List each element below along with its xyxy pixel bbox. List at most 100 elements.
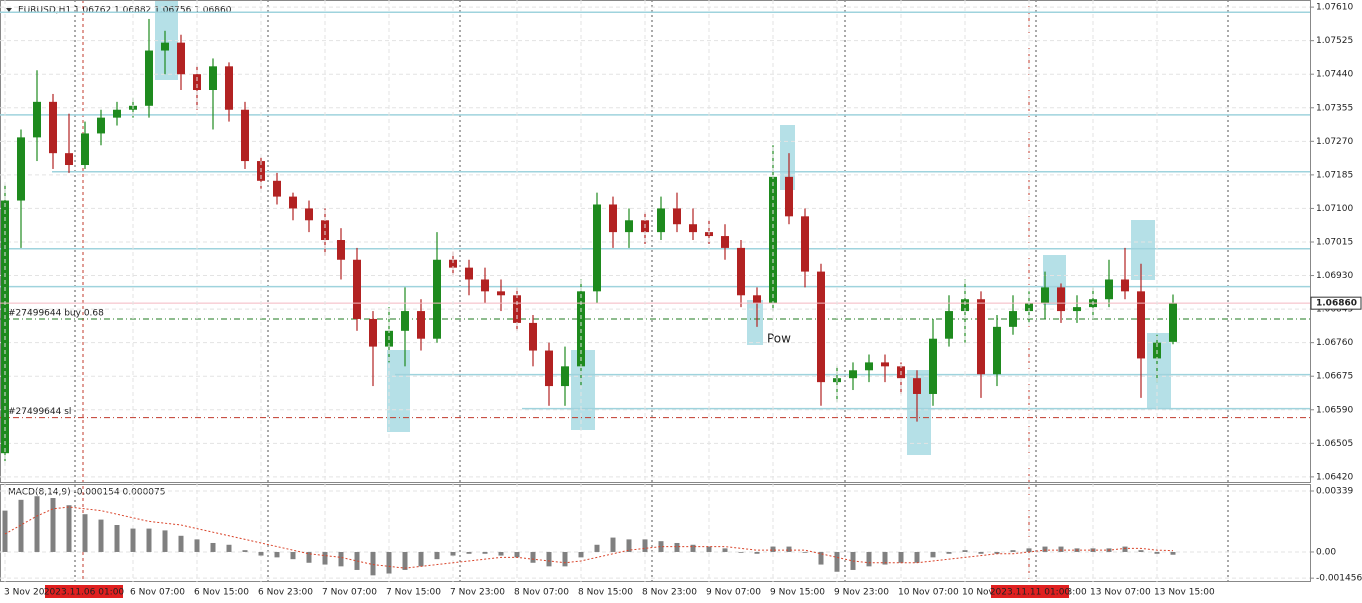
candle-body bbox=[737, 247, 745, 296]
macd-bar bbox=[66, 505, 72, 552]
macd-bar bbox=[1042, 546, 1048, 552]
price-tag bbox=[1310, 296, 1362, 310]
macd-bar bbox=[418, 551, 424, 567]
macd-bar bbox=[194, 539, 200, 552]
candle-body bbox=[465, 267, 473, 280]
y-tick-label: 0.00 bbox=[1316, 547, 1336, 557]
header-icon bbox=[6, 8, 12, 12]
macd-bar bbox=[770, 546, 776, 552]
candle-body bbox=[49, 101, 57, 154]
macd-bar bbox=[626, 539, 632, 552]
macd-bar bbox=[210, 542, 216, 552]
x-tick-label: 9 Nov 23:00 bbox=[834, 588, 889, 598]
macd-bar bbox=[690, 544, 696, 552]
candle-body bbox=[1041, 287, 1049, 304]
macd-bar bbox=[82, 514, 88, 552]
macd-bar bbox=[466, 551, 472, 554]
x-tick-label: 6 Nov 15:00 bbox=[194, 588, 249, 598]
macd-bar bbox=[34, 496, 40, 552]
macd-bar bbox=[242, 550, 248, 552]
y-tick-label: 1.07355 bbox=[1316, 103, 1353, 113]
candle-body bbox=[401, 311, 409, 331]
macd-bar bbox=[642, 539, 648, 552]
y-tick-label: 1.06590 bbox=[1316, 405, 1353, 415]
zone bbox=[387, 350, 410, 432]
zone bbox=[747, 300, 763, 345]
macd-bar bbox=[290, 551, 296, 560]
macd-bar bbox=[898, 551, 904, 563]
candle-body bbox=[337, 240, 345, 260]
macd-bar bbox=[802, 551, 808, 553]
x-tick-label: 8 Nov 23:00 bbox=[642, 588, 697, 598]
macd-bar bbox=[818, 551, 824, 565]
crosshair-tag bbox=[991, 585, 1069, 598]
candle-body bbox=[865, 362, 873, 371]
candle-body bbox=[1, 200, 9, 454]
x-tick-label: 7 Nov 07:00 bbox=[322, 588, 377, 598]
candle-body bbox=[529, 322, 537, 351]
candle-body bbox=[97, 117, 105, 134]
candle-body bbox=[17, 137, 25, 201]
candle-body bbox=[289, 196, 297, 209]
macd-bar bbox=[1026, 548, 1032, 552]
candle-body bbox=[625, 220, 633, 233]
candle-body bbox=[977, 299, 985, 375]
price-tag-label: 1.06860 bbox=[1316, 299, 1357, 309]
candle-body bbox=[961, 299, 969, 312]
macd-bar bbox=[530, 551, 536, 563]
macd-bar bbox=[130, 528, 136, 552]
candle-body bbox=[369, 318, 377, 347]
order-label: #27499644 sl bbox=[8, 407, 71, 417]
candle-body bbox=[241, 109, 249, 162]
candle-body bbox=[785, 176, 793, 217]
y-tick-label: 1.06505 bbox=[1316, 439, 1353, 449]
macd-bar bbox=[706, 546, 712, 552]
macd-bar bbox=[1170, 551, 1176, 555]
macd-bar bbox=[386, 551, 392, 574]
zone bbox=[155, 0, 178, 80]
macd-bar bbox=[546, 551, 552, 567]
macd-bar bbox=[914, 551, 920, 563]
macd-bar bbox=[1058, 546, 1064, 552]
candle-body bbox=[225, 66, 233, 110]
macd-bar bbox=[178, 535, 184, 552]
macd-bar bbox=[658, 541, 664, 552]
candle-body bbox=[1057, 287, 1065, 312]
candle-body bbox=[881, 362, 889, 367]
macd-bar bbox=[738, 551, 744, 553]
candle-body bbox=[113, 109, 121, 118]
x-tick-label: 7 Nov 23:00 bbox=[450, 588, 505, 598]
y-tick-label: 1.06675 bbox=[1316, 372, 1353, 382]
crosshair-label: 2023.11.11 01:00 bbox=[990, 588, 1071, 598]
y-tick-label: 1.07440 bbox=[1316, 70, 1353, 80]
chart-header: EURUSD,H1 1.06762 1.06882 1.06756 1.0686… bbox=[18, 6, 232, 16]
macd-bar bbox=[866, 551, 872, 567]
macd-bar bbox=[946, 551, 952, 554]
candle-body bbox=[193, 74, 201, 91]
macd-bar bbox=[514, 551, 520, 558]
candle-body bbox=[177, 42, 185, 75]
macd-bar bbox=[18, 499, 24, 552]
candle-body bbox=[145, 50, 153, 106]
macd-bar bbox=[1138, 550, 1144, 552]
macd-bar bbox=[162, 530, 168, 552]
candle-body bbox=[1009, 311, 1017, 327]
macd-bar bbox=[882, 551, 888, 565]
candle-body bbox=[1137, 291, 1145, 359]
candle-body bbox=[1169, 303, 1177, 342]
candle-body bbox=[817, 271, 825, 383]
macd-bar bbox=[1122, 546, 1128, 552]
crosshair-label: 2023.11.06 01:00 bbox=[44, 588, 125, 598]
candle-body bbox=[609, 204, 617, 233]
candle-body bbox=[417, 311, 425, 339]
candle-body bbox=[449, 259, 457, 268]
y-tick-label: 0.00339 bbox=[1316, 487, 1353, 497]
candle-body bbox=[305, 208, 313, 221]
x-tick-label: 9 Nov 15:00 bbox=[770, 588, 825, 598]
y-tick-label: 1.06930 bbox=[1316, 271, 1353, 281]
candle-body bbox=[209, 66, 217, 91]
candle-body bbox=[273, 180, 281, 197]
y-tick-label: 1.07610 bbox=[1316, 3, 1353, 13]
candle-body bbox=[33, 101, 41, 138]
macd-bar bbox=[322, 551, 328, 565]
